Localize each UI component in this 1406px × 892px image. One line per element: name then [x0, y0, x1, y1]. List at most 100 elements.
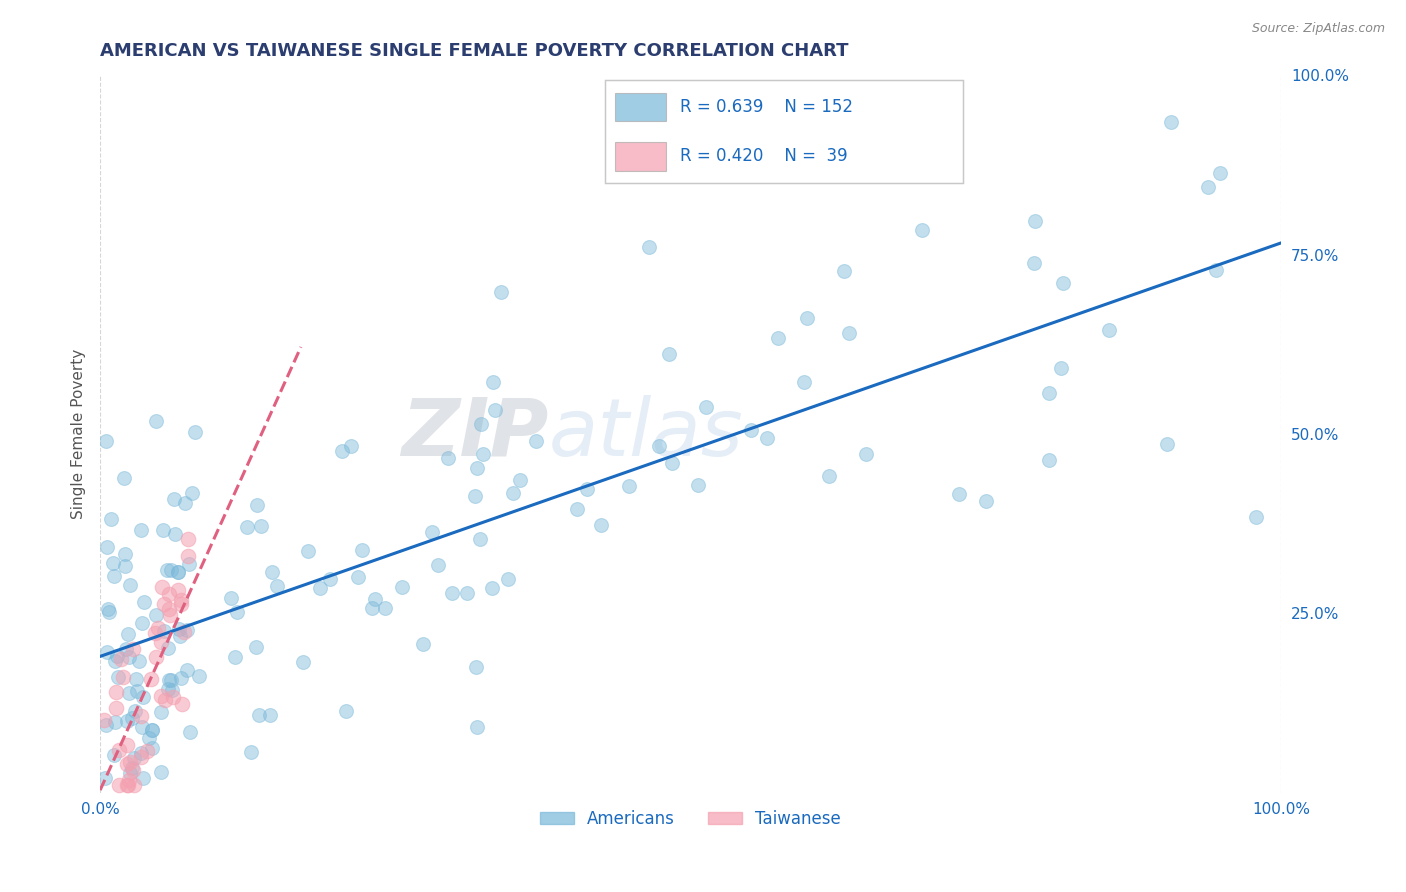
Point: [153, 597, 176, 611]
Point: [162, 690, 184, 704]
Point: [120, 766, 142, 780]
Point: [145, 414, 167, 428]
Point: [1156, 437, 1178, 451]
Point: [167, 565, 190, 579]
Point: [150, 765, 173, 780]
Point: [184, 425, 207, 440]
Point: [167, 583, 190, 598]
Point: [169, 629, 191, 643]
Point: [482, 375, 505, 389]
Point: [440, 586, 463, 600]
Point: [756, 431, 779, 445]
Point: [481, 581, 503, 595]
Point: [124, 779, 146, 793]
Point: [117, 779, 139, 793]
Point: [177, 532, 200, 546]
Text: R = 0.420    N =  39: R = 0.420 N = 39: [681, 147, 848, 165]
Point: [374, 600, 396, 615]
Point: [114, 558, 136, 573]
Point: [496, 572, 519, 586]
Point: [141, 673, 163, 687]
Point: [576, 482, 599, 496]
Point: [121, 761, 143, 775]
Point: [1246, 509, 1268, 524]
Point: [224, 649, 246, 664]
Point: [308, 581, 330, 595]
Point: [169, 597, 191, 611]
Point: [502, 486, 524, 500]
Point: [96, 540, 118, 554]
Point: [176, 623, 198, 637]
Point: [108, 779, 131, 793]
Point: [832, 263, 855, 277]
Point: [103, 568, 125, 582]
Point: [391, 581, 413, 595]
Point: [128, 654, 150, 668]
Point: [145, 649, 167, 664]
Point: [138, 731, 160, 746]
Point: [131, 615, 153, 630]
Point: [330, 444, 353, 458]
Point: [104, 654, 127, 668]
Point: [153, 624, 176, 638]
Point: [170, 697, 193, 711]
Point: [122, 751, 145, 765]
Point: [740, 423, 762, 437]
Point: [297, 544, 319, 558]
Point: [340, 439, 363, 453]
Point: [509, 473, 531, 487]
Point: [160, 563, 183, 577]
Point: [150, 705, 173, 719]
Point: [422, 524, 444, 539]
Point: [246, 498, 269, 512]
Point: [426, 558, 449, 572]
Point: [121, 711, 143, 725]
Point: [122, 763, 145, 777]
Point: [796, 311, 818, 326]
Point: [1022, 256, 1045, 270]
Point: [103, 557, 125, 571]
Point: [157, 673, 180, 687]
Point: [120, 756, 142, 770]
Point: [1024, 213, 1046, 227]
Point: [93, 772, 115, 786]
FancyBboxPatch shape: [616, 142, 665, 170]
Point: [117, 756, 139, 771]
Point: [472, 447, 495, 461]
Point: [104, 701, 127, 715]
Point: [911, 223, 934, 237]
Point: [361, 600, 384, 615]
Point: [93, 714, 115, 728]
Point: [1205, 263, 1227, 277]
Point: [112, 670, 135, 684]
Point: [291, 655, 314, 669]
Point: [1098, 323, 1121, 337]
Text: Source: ZipAtlas.com: Source: ZipAtlas.com: [1251, 22, 1385, 36]
Text: atlas: atlas: [548, 395, 744, 473]
Point: [167, 565, 190, 579]
Point: [94, 434, 117, 449]
Point: [245, 640, 267, 655]
Point: [157, 602, 180, 616]
Point: [335, 704, 357, 718]
Point: [467, 720, 489, 734]
Point: [127, 683, 149, 698]
Point: [1197, 180, 1219, 194]
Point: [347, 570, 370, 584]
Point: [319, 572, 342, 586]
Point: [169, 622, 191, 636]
Point: [105, 684, 128, 698]
Point: [470, 417, 492, 431]
Point: [107, 670, 129, 684]
Point: [149, 689, 172, 703]
Point: [156, 682, 179, 697]
Point: [129, 750, 152, 764]
Point: [948, 487, 970, 501]
Point: [145, 608, 167, 623]
Point: [974, 494, 997, 508]
Point: [132, 595, 155, 609]
Point: [437, 450, 460, 465]
Point: [141, 723, 163, 738]
Point: [129, 746, 152, 760]
Point: [94, 718, 117, 732]
